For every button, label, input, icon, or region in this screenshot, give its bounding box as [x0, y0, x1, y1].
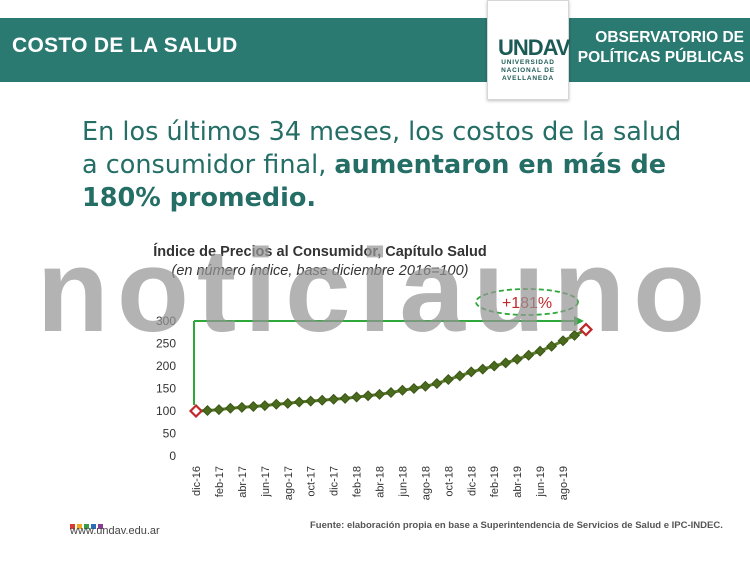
arrow-head: [573, 316, 584, 326]
y-tick-label: 300: [156, 314, 176, 328]
footer-url: www.undav.edu.ar: [70, 525, 160, 537]
headline-bold: aumentaron en más de 180% promedio.: [82, 150, 667, 213]
x-tick-label: ago-17: [283, 466, 295, 500]
y-tick-label: 150: [156, 382, 176, 396]
section-title: COSTO DE LA SALUD: [12, 34, 238, 57]
x-tick-label: feb-18: [352, 466, 364, 497]
data-point: [282, 397, 294, 409]
data-point: [546, 340, 558, 352]
x-tick-label: dic-17: [329, 466, 341, 496]
observatorio-line: OBSERVATORIO DE: [595, 29, 744, 46]
data-point: [442, 373, 454, 386]
color-dot: [91, 524, 96, 529]
data-point: [408, 382, 420, 395]
color-dot: [77, 524, 82, 529]
annotation-ellipse: [475, 288, 579, 316]
color-dot: [98, 524, 103, 529]
headline-normal: En los últimos 34 meses, los costos de l…: [82, 117, 682, 180]
x-tick-label: oct-17: [306, 466, 318, 497]
x-tick-label: dic-16: [191, 466, 203, 496]
annotation-label: +181%: [502, 295, 552, 312]
data-point: [477, 363, 489, 375]
y-tick-label: 0: [169, 449, 176, 463]
data-point: [247, 400, 259, 413]
data-point: [305, 395, 317, 407]
observatorio-line: POLÍTICAS PÚBLICAS: [577, 49, 744, 66]
data-point: [362, 390, 374, 402]
x-tick-label: jun-18: [397, 466, 409, 498]
data-point: [488, 360, 500, 372]
data-point: [419, 380, 431, 392]
chart-title: Índice de Precios al Consumidor, Capítul…: [153, 244, 487, 260]
y-tick-label: 100: [156, 404, 176, 418]
data-point: [465, 366, 477, 378]
logo-line: AVELLANEDA: [502, 75, 554, 82]
data-point: [511, 353, 523, 365]
logo-text: UNIVERSIDAD NACIONAL DE AVELLANEDA: [492, 59, 564, 83]
data-point: [270, 398, 282, 410]
data-point: [293, 396, 305, 408]
data-point: [201, 405, 213, 417]
x-tick-label: feb-19: [489, 466, 501, 497]
data-point: [557, 335, 569, 347]
chart-subtitle: (en número índice, base diciembre 2016=1…: [171, 263, 469, 279]
data-point: [259, 400, 271, 412]
y-tick-label: 200: [156, 359, 176, 373]
x-tick-label: dic-18: [466, 466, 478, 496]
x-tick-label: ago-19: [558, 466, 570, 500]
x-tick-label: ago-18: [420, 466, 432, 500]
headline: En los últimos 34 meses, los costos de l…: [82, 116, 682, 215]
data-point: [534, 345, 546, 357]
data-point: [224, 402, 236, 414]
data-point: [213, 404, 225, 416]
data-point: [351, 391, 363, 403]
logo-line: NACIONAL DE: [501, 67, 555, 74]
y-tick-label: 50: [163, 427, 177, 441]
data-point: [454, 370, 466, 382]
data-point: [236, 401, 248, 413]
data-point: [339, 392, 351, 404]
x-tick-label: abr-18: [375, 466, 387, 498]
endpoint-marker: [188, 403, 204, 419]
watermark: noticiauno: [36, 225, 714, 357]
logo-line: UNIVERSIDAD: [501, 59, 555, 66]
data-point: [500, 357, 512, 369]
data-point: [523, 349, 535, 361]
undav-logo: UNDAV UNIVERSIDAD NACIONAL DE AVELLANEDA: [487, 0, 571, 100]
data-point: [328, 393, 340, 405]
x-tick-label: oct-18: [443, 466, 455, 497]
footer-source: Fuente: elaboración propia en base a Sup…: [310, 520, 723, 531]
data-point: [374, 388, 386, 400]
y-tick-label: 250: [156, 337, 176, 351]
data-point: [385, 387, 397, 399]
x-tick-label: abr-19: [512, 466, 524, 498]
color-dot: [70, 524, 75, 529]
data-point: [431, 378, 443, 390]
x-tick-label: feb-17: [214, 466, 226, 497]
data-point: [569, 329, 581, 341]
x-tick-label: abr-17: [237, 466, 249, 498]
color-dot: [84, 524, 89, 529]
data-point: [316, 394, 328, 406]
header-bar: [0, 18, 750, 82]
endpoint-marker: [578, 322, 594, 337]
x-tick-label: jun-19: [535, 466, 547, 498]
data-point: [396, 384, 408, 396]
observatorio-title: OBSERVATORIO DE POLÍTICAS PÚBLICAS: [564, 28, 744, 68]
undav-color-dots: [70, 516, 130, 529]
x-tick-label: jun-17: [260, 466, 272, 498]
